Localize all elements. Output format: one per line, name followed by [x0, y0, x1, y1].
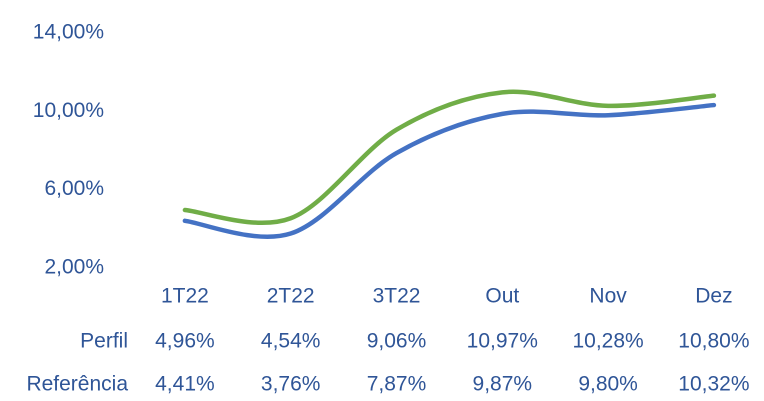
x-tick-label: Out: [485, 285, 519, 308]
value-label: 10,80%: [678, 330, 749, 353]
series-line: [182, 102, 717, 239]
value-label: 10,32%: [678, 373, 749, 396]
y-tick-label: 6,00%: [44, 177, 104, 200]
value-label: 10,97%: [467, 330, 538, 353]
value-label: 9,80%: [578, 373, 638, 396]
x-tick-label: 2T22: [267, 285, 315, 308]
value-label: 3,76%: [261, 373, 321, 396]
value-label: 4,54%: [261, 330, 321, 353]
value-label: 9,06%: [367, 330, 427, 353]
y-tick-label: 10,00%: [33, 99, 104, 122]
value-label: 10,28%: [572, 330, 643, 353]
y-tick-label: 14,00%: [33, 21, 104, 44]
row-label: Referência: [26, 373, 128, 396]
row-label: Perfil: [80, 330, 128, 353]
value-label: 7,87%: [367, 373, 427, 396]
value-label: 4,96%: [155, 330, 215, 353]
series-line: [182, 89, 717, 226]
value-label: 4,41%: [155, 373, 215, 396]
x-tick-label: Dez: [695, 285, 732, 308]
value-label: 9,87%: [473, 373, 533, 396]
y-tick-label: 2,00%: [44, 256, 104, 279]
x-tick-label: 1T22: [161, 285, 209, 308]
x-tick-label: Nov: [589, 285, 627, 308]
x-tick-label: 3T22: [373, 285, 421, 308]
